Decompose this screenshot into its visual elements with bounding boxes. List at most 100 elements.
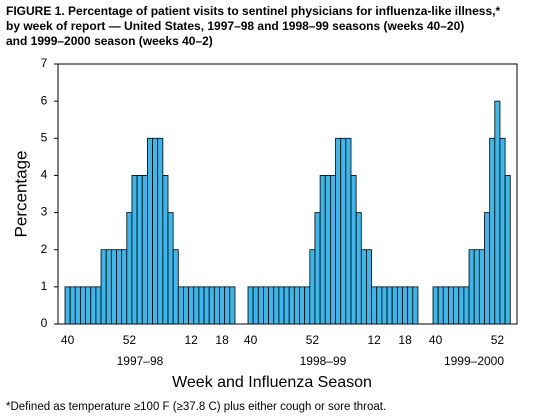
bar bbox=[494, 100, 501, 325]
bar bbox=[85, 286, 92, 325]
bar bbox=[314, 212, 321, 325]
bar bbox=[116, 249, 123, 325]
y-axis-label: Percentage bbox=[11, 151, 30, 238]
y-tick-label: 2 bbox=[41, 242, 48, 256]
x-tick-label: 52 bbox=[491, 333, 505, 347]
chart-title: and 1999–2000 season (weeks 40–2) bbox=[6, 34, 213, 48]
bar bbox=[131, 175, 138, 325]
bar bbox=[278, 286, 285, 325]
bar bbox=[172, 249, 179, 325]
bar bbox=[121, 249, 128, 325]
bar bbox=[463, 286, 470, 325]
x-tick-label: 40 bbox=[244, 333, 258, 347]
footnote: *Defined as temperature ≥100 F (≥37.8 C)… bbox=[6, 401, 386, 413]
bar bbox=[110, 249, 117, 325]
bar bbox=[247, 286, 254, 325]
bar bbox=[263, 286, 270, 325]
bar bbox=[412, 286, 419, 325]
bar bbox=[319, 175, 326, 325]
bar bbox=[177, 286, 184, 325]
bar bbox=[386, 286, 393, 325]
bar bbox=[193, 286, 200, 325]
y-tick-label: 0 bbox=[41, 316, 48, 330]
bar bbox=[126, 212, 133, 325]
bar bbox=[432, 286, 439, 325]
bar bbox=[350, 175, 357, 325]
bar bbox=[442, 286, 449, 325]
bar bbox=[288, 286, 295, 325]
bar bbox=[335, 137, 342, 325]
bar bbox=[304, 286, 311, 325]
bar bbox=[64, 286, 71, 325]
bar bbox=[489, 137, 496, 325]
y-tick-label: 5 bbox=[41, 130, 48, 144]
bar bbox=[219, 286, 226, 325]
bar bbox=[345, 137, 352, 325]
y-tick-label: 1 bbox=[41, 279, 48, 293]
bar bbox=[100, 249, 107, 325]
bar bbox=[473, 249, 480, 325]
y-tick-label: 6 bbox=[41, 93, 48, 107]
bar bbox=[105, 249, 112, 325]
bar bbox=[224, 286, 231, 325]
bar bbox=[162, 175, 169, 325]
x-tick-label: 12 bbox=[367, 333, 381, 347]
chart-title: by week of report — United States, 1997–… bbox=[6, 19, 464, 33]
bar bbox=[268, 286, 275, 325]
bar bbox=[309, 249, 316, 325]
x-axis-label: Week and Influenza Season bbox=[172, 374, 372, 391]
bar bbox=[376, 286, 383, 325]
bar bbox=[229, 286, 236, 325]
bar bbox=[141, 175, 148, 325]
season-label: 1999–2000 bbox=[444, 354, 504, 368]
bar bbox=[478, 249, 485, 325]
bar bbox=[504, 175, 511, 325]
bar bbox=[146, 137, 153, 325]
season-label: 1997–98 bbox=[117, 354, 164, 368]
x-tick-label: 18 bbox=[215, 333, 229, 347]
bar bbox=[208, 286, 215, 325]
bar bbox=[183, 286, 189, 325]
bar bbox=[283, 286, 290, 325]
x-tick-label: 52 bbox=[306, 333, 320, 347]
bar bbox=[468, 249, 475, 325]
bar bbox=[257, 286, 264, 325]
bar bbox=[324, 175, 331, 325]
bar bbox=[484, 212, 491, 325]
bar bbox=[340, 137, 347, 325]
bar bbox=[437, 286, 444, 325]
x-tick-label: 40 bbox=[61, 333, 75, 347]
bar bbox=[396, 286, 403, 325]
bar bbox=[152, 137, 159, 325]
x-tick-label: 12 bbox=[184, 333, 198, 347]
y-tick-label: 7 bbox=[41, 56, 48, 70]
bar bbox=[329, 175, 336, 325]
bar bbox=[90, 286, 97, 325]
bar bbox=[299, 286, 306, 325]
bar bbox=[458, 286, 465, 325]
bar bbox=[453, 286, 460, 325]
bar bbox=[188, 286, 195, 325]
bar bbox=[448, 286, 455, 325]
bar bbox=[95, 286, 102, 325]
bar bbox=[360, 249, 367, 325]
bar bbox=[402, 286, 409, 325]
bar bbox=[499, 137, 506, 325]
bar bbox=[213, 286, 220, 325]
bar bbox=[381, 286, 388, 325]
y-tick-label: 3 bbox=[41, 205, 48, 219]
bar bbox=[157, 137, 164, 325]
bar bbox=[80, 286, 86, 325]
x-tick-label: 40 bbox=[429, 333, 443, 347]
x-tick-label: 52 bbox=[123, 333, 137, 347]
bar bbox=[203, 286, 210, 325]
bar bbox=[69, 286, 76, 325]
bar bbox=[366, 249, 373, 325]
y-tick-label: 4 bbox=[41, 168, 48, 182]
bar bbox=[252, 286, 259, 325]
bar bbox=[371, 286, 378, 325]
chart-title: FIGURE 1. Percentage of patient visits t… bbox=[6, 4, 500, 18]
bar bbox=[74, 286, 81, 325]
bar bbox=[391, 286, 398, 325]
